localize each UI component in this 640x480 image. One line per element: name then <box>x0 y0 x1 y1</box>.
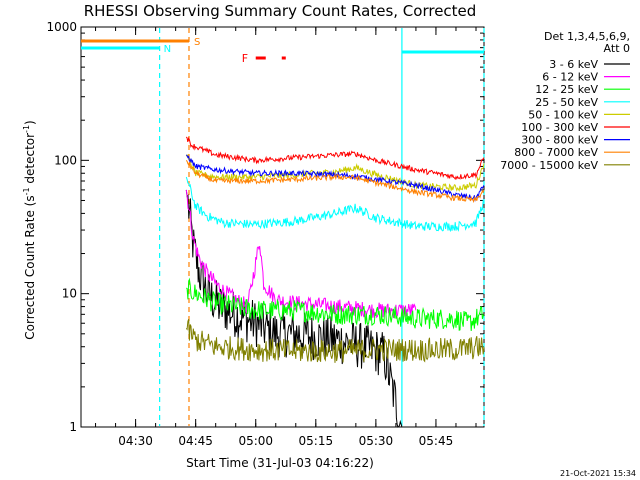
saa-label: S <box>194 37 200 48</box>
x-tick-label: 05:30 <box>359 434 394 448</box>
series-line <box>186 277 485 332</box>
legend-header: Att 0 <box>604 42 630 55</box>
y-tick-label: 1000 <box>46 20 77 34</box>
legend-entry: 100 - 300 keV <box>521 121 598 134</box>
series-line <box>185 176 485 233</box>
x-tick-label: 05:45 <box>419 434 454 448</box>
legend-entry: 50 - 100 keV <box>528 108 598 121</box>
legend-entry: 6 - 12 keV <box>542 71 598 84</box>
legend-entry: 25 - 50 keV <box>535 96 598 109</box>
series-line <box>185 160 485 204</box>
x-tick-label: 04:30 <box>118 434 153 448</box>
x-axis-label: Start Time (31-Jul-03 04:16:22) <box>186 456 374 470</box>
night-label: N <box>164 44 171 55</box>
legend-entry: 3 - 6 keV <box>549 58 598 71</box>
series-line <box>185 319 485 363</box>
y-tick-label: 10 <box>62 287 77 301</box>
flare-label: F <box>242 52 248 65</box>
series-line <box>185 153 485 192</box>
x-tick-label: 05:15 <box>299 434 334 448</box>
legend-entry: 7000 - 15000 keV <box>500 159 598 172</box>
x-tick-label: 05:00 <box>238 434 273 448</box>
y-axis-label: Corrected Count Rate (s-1 detector-1) <box>22 120 37 339</box>
y-tick-label: 100 <box>54 153 77 167</box>
footer-date: 21-Oct-2021 15:34 <box>560 469 636 478</box>
legend-header: Det 1,3,4,5,6,9, <box>544 30 630 43</box>
y-tick-label: 1 <box>69 420 77 434</box>
x-tick-label: 04:45 <box>178 434 213 448</box>
chart-title: RHESSI Observing Summary Count Rates, Co… <box>84 2 477 20</box>
series-line <box>185 136 485 181</box>
legend-entry: 12 - 25 keV <box>535 83 598 96</box>
legend-entry: 300 - 800 keV <box>521 134 598 147</box>
legend-entry: 800 - 7000 keV <box>514 146 598 159</box>
